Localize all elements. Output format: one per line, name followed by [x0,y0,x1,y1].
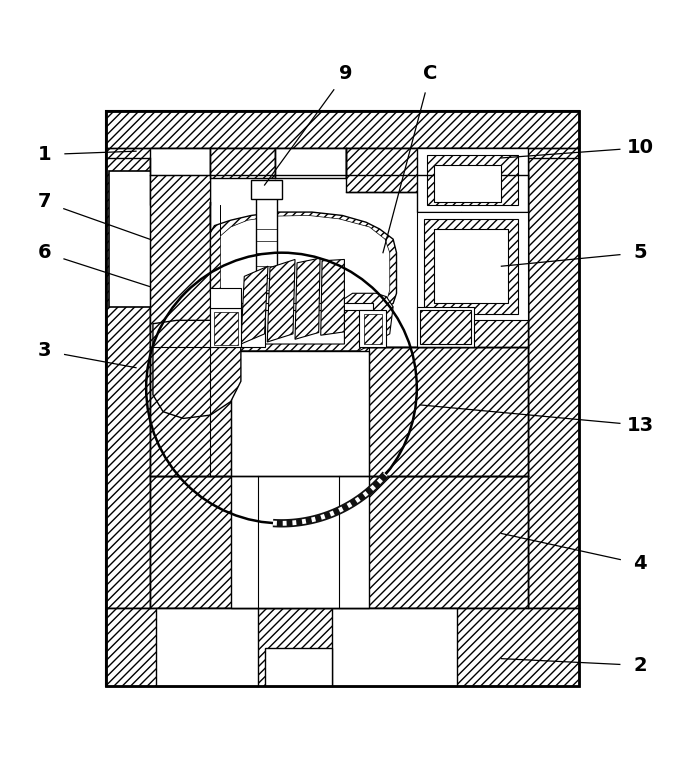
Bar [424,219,518,314]
Bar [150,158,528,608]
Text: 3: 3 [38,341,52,360]
Bar [264,649,332,686]
Text: 10: 10 [626,138,654,158]
Text: 6: 6 [38,243,52,262]
Polygon shape [267,259,295,342]
Text: 2: 2 [633,656,647,675]
Bar [364,314,382,344]
Bar [251,179,282,199]
Bar [231,351,370,608]
Bar [417,147,528,212]
Bar [106,111,579,686]
Bar [417,212,528,320]
Bar [241,307,264,348]
Polygon shape [241,293,393,351]
Bar [106,111,579,147]
Bar [359,310,386,348]
Text: 9: 9 [339,64,353,83]
Bar [256,189,277,293]
Bar [434,229,508,303]
Bar [106,158,150,608]
Bar [210,288,241,308]
Bar [150,175,528,348]
Bar [150,476,528,608]
Polygon shape [241,266,268,344]
Bar [214,312,237,345]
Bar [417,307,475,348]
Bar [150,348,528,476]
Bar [332,608,458,686]
Polygon shape [295,258,320,339]
Text: 7: 7 [38,192,52,211]
Bar [150,147,210,206]
Bar [241,303,373,310]
Bar [150,175,210,348]
Bar [461,212,528,348]
Text: C: C [423,64,437,83]
Text: 13: 13 [626,416,654,435]
Polygon shape [210,202,397,310]
Bar [420,310,471,344]
Bar [210,147,275,178]
Text: 5: 5 [633,243,647,262]
Bar [427,154,518,206]
Polygon shape [153,320,241,418]
Bar [434,165,502,202]
Bar [109,171,174,307]
Bar [210,308,241,348]
Polygon shape [321,259,344,335]
Bar [157,608,258,686]
Polygon shape [220,206,390,304]
Bar [106,608,579,686]
Text: 1: 1 [38,145,52,164]
Bar [528,158,579,608]
Bar [275,147,346,178]
Bar [346,147,471,192]
Bar [106,111,579,686]
Text: 4: 4 [633,554,647,573]
